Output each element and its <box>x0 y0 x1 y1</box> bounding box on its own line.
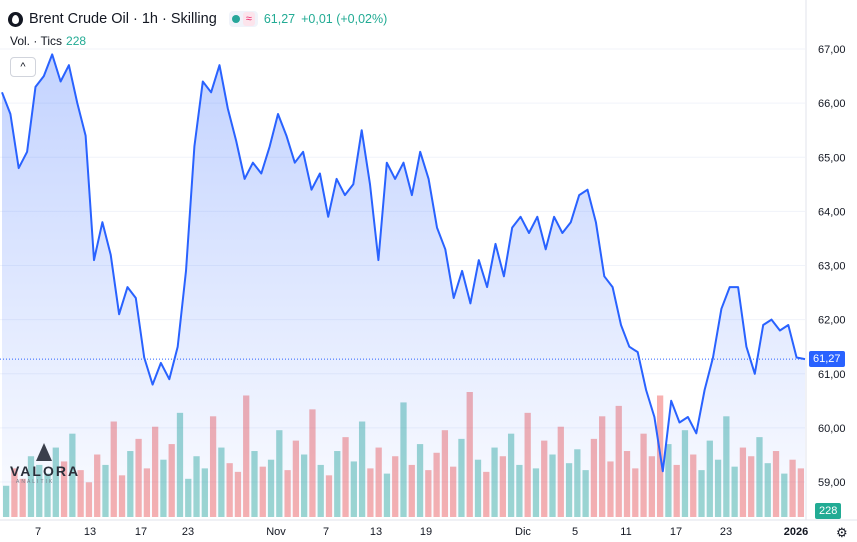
x-tick-label: Dic <box>515 526 531 538</box>
volume-tag: 228 <box>815 503 842 519</box>
collapse-legend-button[interactable]: ^ <box>10 57 36 77</box>
x-tick-label: 19 <box>420 526 432 538</box>
price-area <box>2 54 805 518</box>
settings-gear-icon[interactable]: ⚙ <box>836 525 848 540</box>
market-status-pill[interactable]: ≈ <box>228 11 258 27</box>
x-tick-label: 11 <box>620 526 631 538</box>
price-line <box>1 53 806 473</box>
chart-header: Brent Crude Oil · 1h · Skilling ≈ 61,27 … <box>8 8 387 30</box>
x-axis[interactable]: 7 13 17 23 Nov 7 13 19 Dic 5 11 17 23 2026 <box>35 526 808 538</box>
x-tick-label: 13 <box>370 526 382 538</box>
y-tick-label: 62,00 <box>818 315 846 327</box>
y-tick-label: 60,00 <box>818 423 846 435</box>
x-tick-label: 5 <box>572 526 578 538</box>
x-tick-label: 7 <box>323 526 329 538</box>
current-price: 61,27 <box>263 12 296 26</box>
volume-label: Vol. · Tics <box>10 34 63 48</box>
oil-drop-icon <box>8 11 23 27</box>
y-tick-label: 63,00 <box>818 261 846 273</box>
last-price-tag: 61,27 <box>809 351 845 368</box>
volume-value: 228 <box>66 34 87 48</box>
price-change: +0,01 (+0,02%) <box>301 12 388 26</box>
y-tick-label: 67,00 <box>818 44 846 56</box>
logo-subtitle: ANALITIK <box>16 479 55 485</box>
market-open-dot-icon <box>231 15 240 23</box>
x-tick-label: 23 <box>182 526 194 538</box>
x-tick-label: 17 <box>670 526 682 538</box>
x-tick-label: 23 <box>720 526 732 538</box>
x-tick-label: 13 <box>84 526 96 538</box>
logo-name: VALORA <box>10 463 81 479</box>
x-tick-label: Nov <box>266 526 286 538</box>
logo-mark-icon <box>36 443 52 461</box>
y-tick-label: 66,00 <box>818 98 846 110</box>
valora-logo: VALORA ANALITIK <box>10 443 81 485</box>
x-tick-label: 17 <box>135 526 147 538</box>
x-tick-label: 2026 <box>784 526 808 538</box>
y-tick-label: 65,00 <box>818 152 846 164</box>
wave-icon: ≈ <box>242 12 255 26</box>
y-tick-label: 59,00 <box>818 477 846 489</box>
y-axis[interactable]: 67,00 66,00 65,00 64,00 63,00 62,00 61,00 60,00… <box>818 44 846 489</box>
volume-legend[interactable]: Vol. · Tics 228 <box>10 34 86 48</box>
symbol-title[interactable]: Brent Crude Oil · 1h · Skilling <box>29 11 217 27</box>
x-tick-label: 7 <box>35 526 41 538</box>
y-tick-label: 64,00 <box>818 206 846 218</box>
y-tick-label: 61,00 <box>818 369 846 381</box>
